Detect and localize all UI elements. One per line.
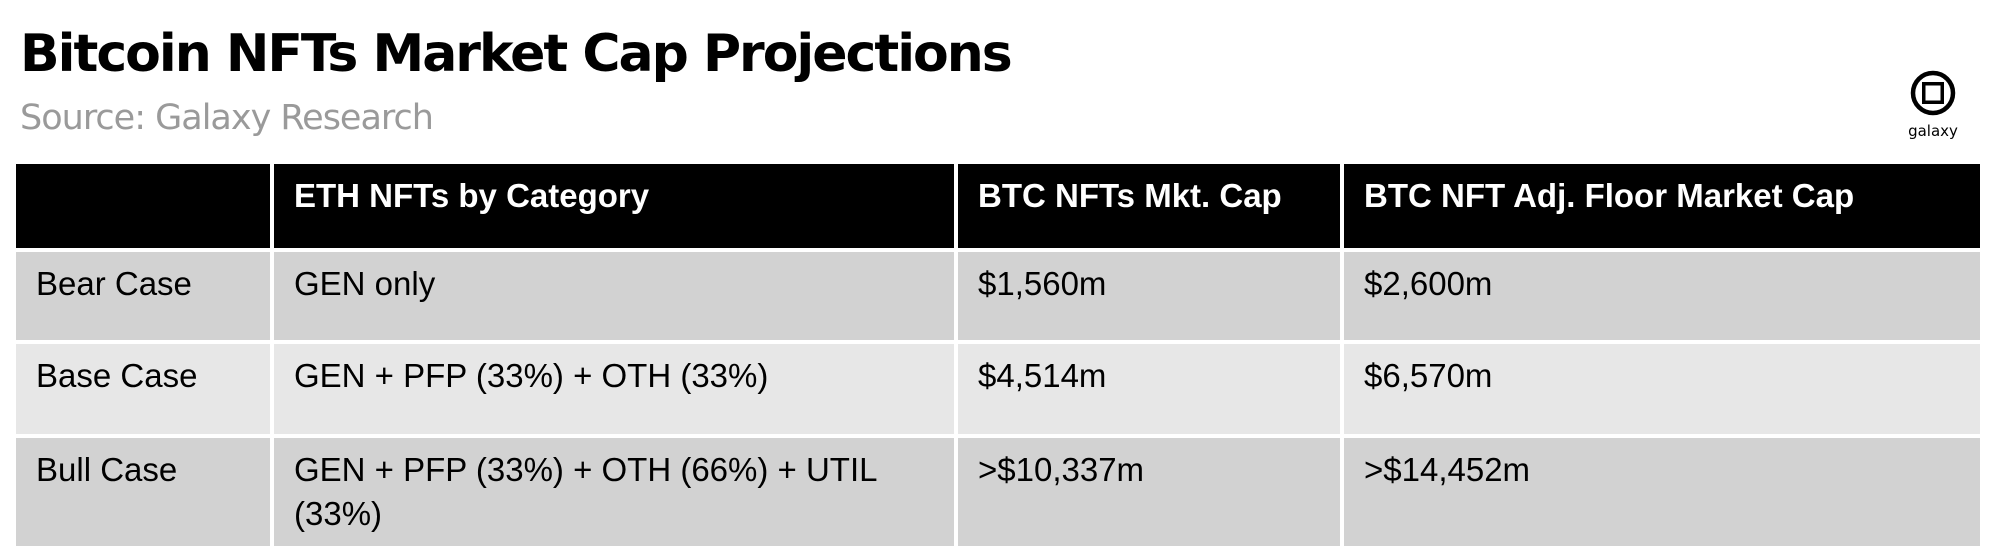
cell-category: GEN + PFP (33%) + OTH (66%) + UTIL (33%) [274,438,954,546]
table-row-bear: Bear Case GEN only $1,560m $2,600m [16,252,1980,340]
cell-mkt-cap: $1,560m [958,252,1340,340]
cell-mkt-cap: $4,514m [958,344,1340,434]
header-cell-case [16,164,270,248]
table-row-bull: Bull Case GEN + PFP (33%) + OTH (66%) + … [16,438,1980,546]
cell-mkt-cap: >$10,337m [958,438,1340,546]
galaxy-logo: galaxy [1900,70,1966,150]
cell-category: GEN only [274,252,954,340]
table-row-base: Base Case GEN + PFP (33%) + OTH (33%) $4… [16,344,1980,434]
table-header-row: ETH NFTs by Category BTC NFTs Mkt. Cap B… [16,164,1980,248]
header-cell-category: ETH NFTs by Category [274,164,954,248]
cell-adj-floor: >$14,452m [1344,438,1980,546]
chart-source: Source: Galaxy Research [20,98,434,138]
cell-case: Bull Case [16,438,270,546]
cell-adj-floor: $6,570m [1344,344,1980,434]
projection-table: ETH NFTs by Category BTC NFTs Mkt. Cap B… [12,160,1984,550]
cell-category: GEN + PFP (33%) + OTH (33%) [274,344,954,434]
galaxy-logo-text: galaxy [1908,122,1958,140]
chart-title: Bitcoin NFTs Market Cap Projections [20,24,1013,84]
galaxy-logo-icon [1910,70,1956,116]
header-cell-adj-floor: BTC NFT Adj. Floor Market Cap [1344,164,1980,248]
cell-case: Base Case [16,344,270,434]
header-cell-mkt-cap: BTC NFTs Mkt. Cap [958,164,1340,248]
cell-case: Bear Case [16,252,270,340]
cell-adj-floor: $2,600m [1344,252,1980,340]
